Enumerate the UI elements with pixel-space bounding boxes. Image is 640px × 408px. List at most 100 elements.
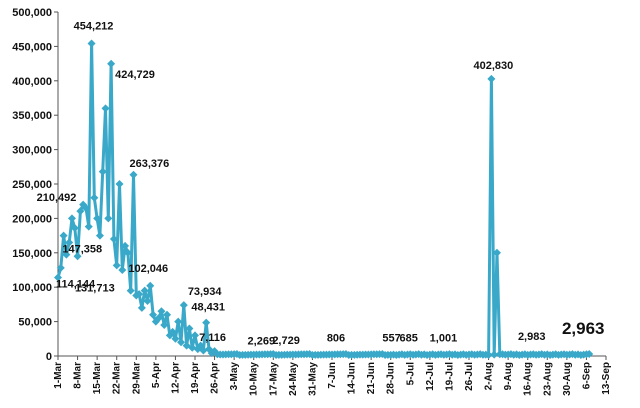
x-tick-label: 31-May [307,362,318,396]
data-point [171,334,180,343]
data-point [62,250,71,259]
y-tick-label: 150,000 [12,248,52,260]
data-point [115,180,124,188]
data-point [174,317,183,326]
data-point [177,338,186,347]
data-label: 2,963 [562,319,605,338]
data-point [185,324,194,333]
x-tick-label: 6-Sep [581,362,592,389]
data-point [84,222,93,231]
data-point [199,346,208,355]
data-point [70,224,79,233]
x-tick-label: 8-Mar [73,362,84,389]
x-tick-label: 2-Aug [484,362,495,390]
data-label: 263,376 [129,158,169,170]
data-point [487,74,496,83]
data-point [143,296,152,305]
data-point [129,170,138,179]
data-point [54,273,62,282]
data-point [104,214,113,223]
data-point [202,318,211,327]
data-point [123,248,132,257]
data-label: 557 [382,333,400,345]
data-point [157,307,166,316]
x-tick-label: 5-Jul [405,362,416,386]
data-point [59,231,68,240]
y-tick-label: 300,000 [12,145,52,157]
data-label: 2,983 [518,331,546,343]
data-point [90,193,99,202]
x-tick-label: 19-Apr [190,362,201,394]
data-label: 806 [327,332,345,344]
data-label: 210,492 [37,192,77,204]
x-tick-label: 1-Mar [53,362,64,389]
data-point [95,231,104,240]
y-tick-label: 50,000 [18,317,52,329]
data-point [93,214,102,223]
data-point [98,167,107,176]
data-point [73,252,82,261]
data-point [107,59,116,68]
data-point [179,301,188,310]
data-point [585,349,594,358]
data-labels: 114,144 147,358 210,492 454,212 424,729 131,7… [37,21,605,348]
data-label: 402,830 [473,60,513,72]
data-point [160,321,169,330]
data-point [65,238,74,247]
data-point [168,327,177,336]
data-point [126,286,135,295]
data-point [484,350,493,359]
y-tick-label: 450,000 [12,41,52,53]
y-tick-label: 0 [46,351,52,363]
data-label: 48,431 [191,302,225,314]
data-point [492,248,501,257]
data-label: 7,116 [199,332,226,344]
series-points [54,39,594,359]
data-point [188,343,197,352]
data-point [140,286,149,295]
x-tick-label: 22-Mar [112,362,123,394]
y-tick-label: 250,000 [12,179,52,191]
series-line [56,42,590,357]
x-tick-label: 19-Jul [444,362,455,391]
x-tick-label: 21-Jun [366,362,377,394]
data-label: 1,001 [430,332,458,344]
series-path [56,42,590,357]
data-point [490,350,499,359]
y-tick-label: 350,000 [12,110,52,122]
data-point [191,331,199,340]
x-tick-label: 29-Mar [131,362,142,394]
data-point [149,310,158,319]
data-label: 2,729 [272,335,300,347]
x-tick-label: 14-Jun [347,362,358,394]
x-tick-label: 23-Aug [542,362,553,396]
x-tick-label: 12-Jul [425,362,436,391]
x-axis-ticks: 1-Mar 8-Mar 15-Mar 22-Mar 29-Mar 5-Apr 12-Apr 1… [53,356,612,396]
data-point [146,281,155,290]
data-label: 454,212 [74,21,114,33]
data-label: 114,144 [56,278,96,290]
y-tick-label: 400,000 [12,76,52,88]
y-axis-ticks: 0 50,000 100,000 150,000 200,000 250,000 300,0… [12,7,58,363]
data-label: 131,713 [75,282,115,294]
y-tick-label: 100,000 [12,282,52,294]
data-point [109,235,118,244]
x-tick-label: 7-Jun [327,362,338,389]
data-point [101,104,110,113]
x-tick-label: 26-Jul [464,362,475,391]
x-tick-label: 24-May [288,362,299,396]
data-label: 73,934 [188,286,223,298]
data-label: 102,046 [128,263,168,275]
data-point [56,263,65,272]
data-point [67,214,76,223]
x-tick-label: 9-Aug [503,362,514,390]
data-label: 424,729 [115,69,155,81]
data-label: 685 [399,333,417,345]
data-point [121,241,130,250]
x-tick-label: 10-May [249,362,260,396]
data-point [135,290,144,299]
data-point [163,310,172,319]
y-tick-label: 200,000 [12,213,52,225]
data-point [87,39,96,48]
